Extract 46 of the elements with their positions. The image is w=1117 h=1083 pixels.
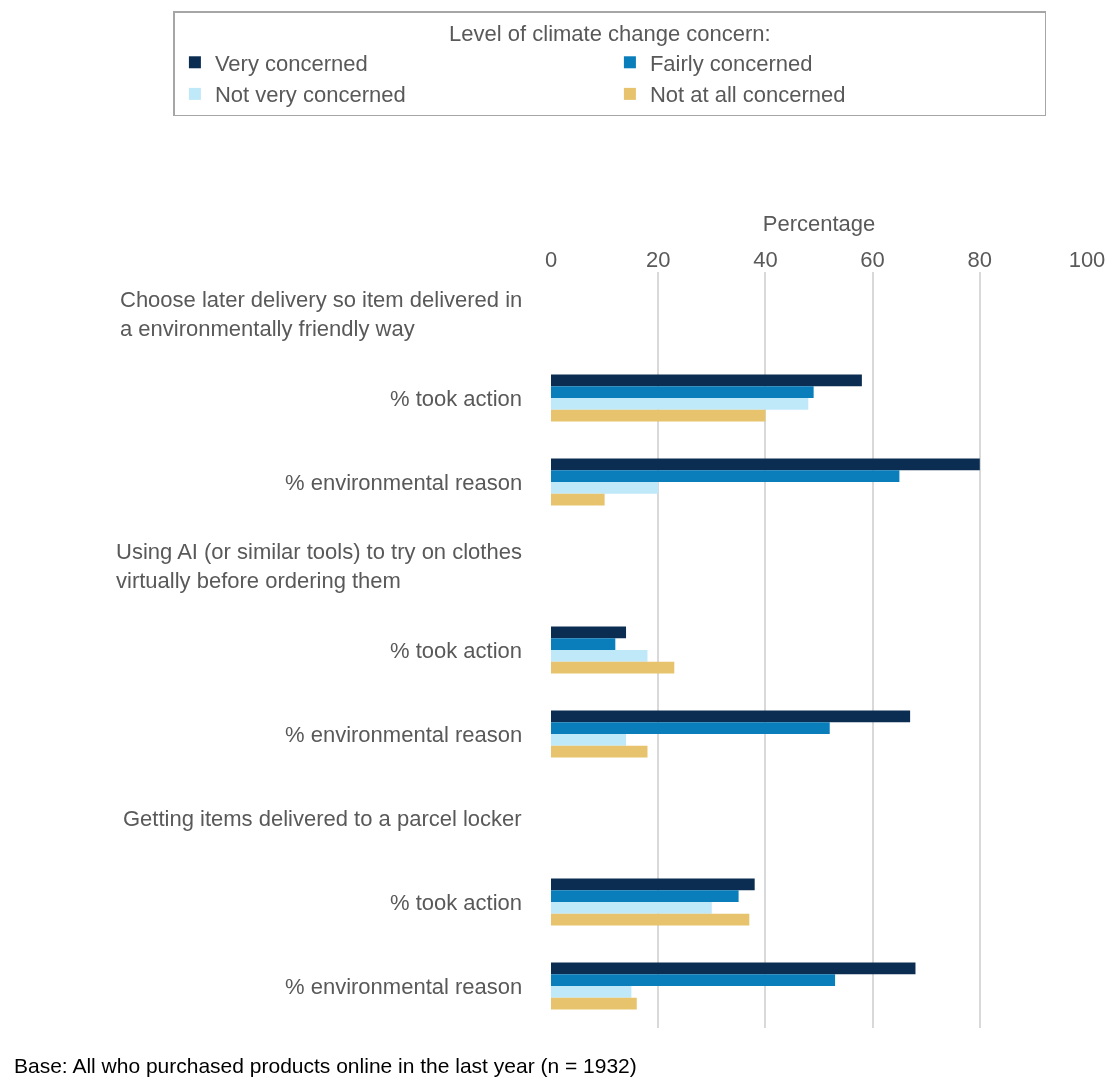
x-axis-title: Percentage: [762, 211, 876, 237]
bar: [551, 722, 830, 734]
x-tick-label: 60: [860, 246, 885, 272]
y-tick-label: Choose later delivery so item delivered in a environmentally friendly way: [120, 287, 523, 341]
legend-label: Fairly concerned: [649, 50, 813, 76]
bar: [551, 962, 916, 975]
bar: [551, 974, 836, 986]
bar: [551, 913, 750, 926]
y-tick-label: % environmental reason: [285, 974, 523, 999]
x-tick-label: 80: [967, 246, 993, 272]
bar: [551, 902, 712, 914]
bar: [551, 745, 648, 758]
bar: [551, 398, 809, 410]
bar: [551, 409, 766, 422]
legend-label: Not very concerned: [214, 82, 406, 108]
legend-label: Not at all concerned: [649, 82, 846, 108]
y-tick-label: % took action: [390, 386, 523, 411]
x-tick-label: 20: [645, 246, 671, 272]
bar: [551, 374, 862, 387]
bar: [551, 638, 616, 650]
bar: [551, 626, 627, 639]
bar: [551, 458, 980, 471]
bar: [551, 470, 900, 482]
x-tick-label: 0: [544, 246, 558, 272]
y-tick-label: % took action: [390, 890, 523, 915]
text: Base: All who purchased products online in the last year (n = 1932): [14, 1054, 637, 1077]
bar: [551, 482, 659, 494]
y-tick-label: % environmental reason: [285, 470, 523, 495]
bar: [551, 878, 755, 891]
bar: [551, 734, 627, 746]
x-tick-label: 40: [753, 246, 778, 272]
bar: [551, 890, 739, 902]
y-tick-label: % took action: [390, 638, 523, 663]
bar: [551, 661, 675, 674]
bar: [551, 997, 637, 1010]
y-tick-label: % environmental reason: [285, 722, 523, 747]
bar: [551, 710, 911, 723]
bar: [551, 986, 632, 998]
y-tick-label: Getting items delivered to a parcel locker: [123, 806, 522, 831]
legend-title: Level of climate change concern:: [449, 21, 771, 47]
legend-label: Very concerned: [214, 50, 368, 76]
bar: [551, 386, 814, 398]
x-tick-label: 100: [1068, 246, 1106, 272]
bar: [551, 493, 605, 506]
y-tick-label: Using AI (or similar tools) to try on clothes virtually before ordering them: [116, 539, 522, 593]
bar: [551, 650, 648, 662]
